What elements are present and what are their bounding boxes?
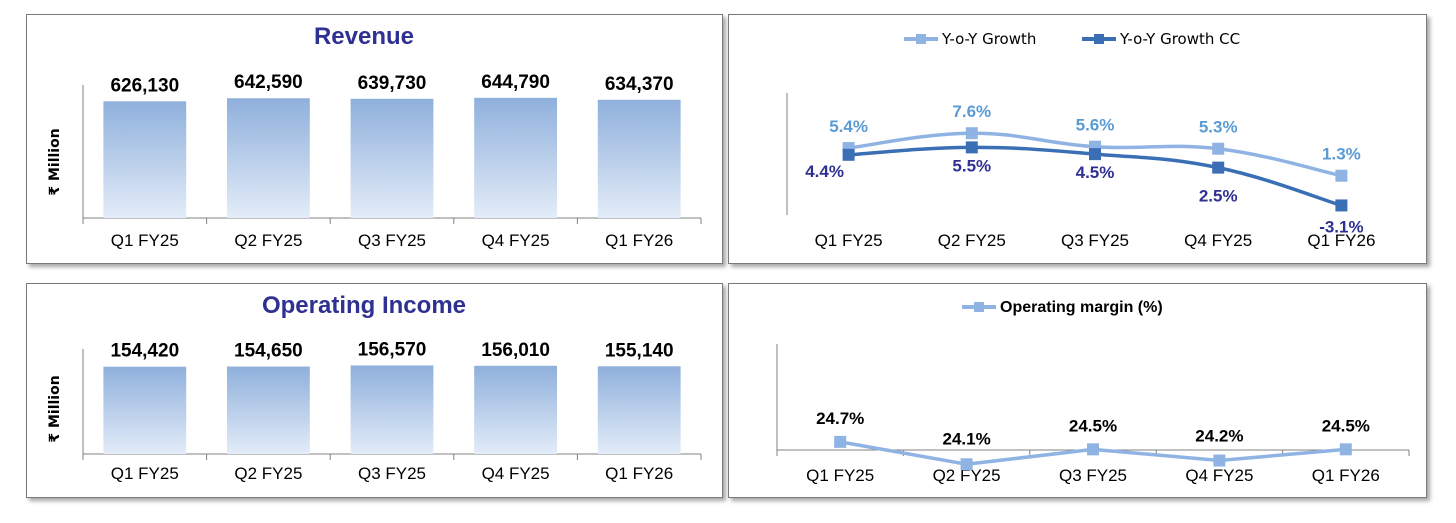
x-tick-label: Q2 FY25 <box>933 466 1001 485</box>
revenue-chart: Revenue ₹ Million 626,130 Q1 FY25 642,590 Q2 … <box>47 23 702 250</box>
bar <box>597 99 681 218</box>
x-tick-label: Q4 FY25 <box>482 464 550 483</box>
legend-label: Y-o-Y Growth CC <box>1119 30 1240 48</box>
data-label: 4.5% <box>1076 163 1115 182</box>
data-point-marker <box>1087 443 1099 456</box>
data-point-marker <box>965 127 978 140</box>
data-point-marker <box>1089 148 1101 161</box>
bar <box>474 97 558 218</box>
operating-margin-chart-panel: Operating margin (%) Q1 FY25 Q2 FY25 Q3 FY2… <box>728 283 1427 498</box>
legend-marker <box>916 34 926 44</box>
chart-title: Revenue <box>314 23 414 50</box>
bar-value-label: 154,420 <box>110 341 179 362</box>
bar-value-label: 644,790 <box>481 72 550 93</box>
x-tick-label: Q4 FY25 <box>482 231 550 250</box>
data-point-marker <box>1335 199 1348 212</box>
x-tick-label: Q3 FY25 <box>358 464 426 483</box>
data-point-marker <box>1335 169 1348 182</box>
revenue-chart-panel: Revenue ₹ Million 626,130 Q1 FY25 642,590 Q2 … <box>26 14 723 264</box>
data-label: 2.5% <box>1199 187 1238 206</box>
x-tick-label: Q2 FY25 <box>938 231 1006 250</box>
y-axis-label: ₹ Million <box>47 128 63 195</box>
data-point-marker <box>1212 161 1225 174</box>
bar-value-label: 155,140 <box>605 340 674 361</box>
data-label: -3.1% <box>1319 217 1363 236</box>
data-label: 5.3% <box>1199 118 1238 137</box>
bar-value-label: 639,730 <box>358 73 427 94</box>
data-label: 5.4% <box>829 117 868 136</box>
x-tick-label: Q3 FY25 <box>1061 231 1129 250</box>
x-tick-label: Q1 FY26 <box>1307 231 1375 250</box>
data-label: 5.6% <box>1076 116 1115 135</box>
data-point-marker <box>842 148 855 161</box>
bar <box>350 98 434 218</box>
legend-label: Operating margin (%) <box>1000 299 1163 316</box>
data-point-marker <box>1213 454 1226 467</box>
x-tick-label: Q4 FY25 <box>1184 231 1252 250</box>
bar-value-label: 642,590 <box>234 72 303 93</box>
data-label: 24.7% <box>816 409 864 428</box>
x-tick-label: Q4 FY25 <box>1185 466 1253 485</box>
data-label: 24.1% <box>942 429 990 448</box>
data-point-marker <box>1339 443 1352 456</box>
x-tick-label: Q1 FY25 <box>111 464 179 483</box>
x-tick-label: Q1 FY26 <box>605 231 673 250</box>
x-tick-label: Q2 FY25 <box>234 464 302 483</box>
operating-margin-chart: Operating margin (%) Q1 FY25 Q2 FY25 Q3 FY2… <box>776 299 1410 485</box>
data-point-marker <box>965 141 978 154</box>
x-tick-label: Q1 FY26 <box>605 464 673 483</box>
bar <box>597 366 681 454</box>
bar-value-label: 156,010 <box>481 340 550 361</box>
bar <box>103 101 187 218</box>
legend-marker <box>1094 34 1104 44</box>
data-label: 24.5% <box>1322 416 1370 435</box>
x-tick-label: Q3 FY25 <box>358 231 426 250</box>
bar <box>226 366 310 454</box>
bar <box>226 98 310 218</box>
data-label: 1.3% <box>1322 145 1361 164</box>
data-label: 5.5% <box>952 156 991 175</box>
bar-value-label: 626,130 <box>110 75 179 96</box>
chart-title: Operating Income <box>262 292 466 319</box>
data-point-marker <box>1212 142 1225 155</box>
bar-value-label: 634,370 <box>605 74 674 95</box>
data-label: 24.5% <box>1069 416 1117 435</box>
data-point-marker <box>834 435 847 448</box>
bar <box>103 366 187 454</box>
data-point-marker <box>960 458 973 471</box>
bar <box>350 365 434 454</box>
operating-income-chart: Operating Income ₹ Million 154,420 Q1 FY25 1… <box>47 292 702 483</box>
legend-label: Y-o-Y Growth <box>941 30 1036 48</box>
x-tick-label: Q1 FY25 <box>111 231 179 250</box>
legend-marker <box>974 302 984 312</box>
bar-value-label: 154,650 <box>234 341 303 362</box>
bar <box>474 365 558 454</box>
x-tick-label: Q1 FY25 <box>815 231 883 250</box>
growth-chart: Y-o-Y Growth Y-o-Y Growth CC Q1 FY25 Q2 FY2… <box>786 30 1375 250</box>
data-label: 7.6% <box>952 102 991 121</box>
x-tick-label: Q1 FY25 <box>806 466 874 485</box>
operating-income-chart-panel: Operating Income ₹ Million 154,420 Q1 FY25 1… <box>26 283 723 498</box>
x-tick-label: Q3 FY25 <box>1059 466 1127 485</box>
y-axis-label: ₹ Million <box>47 375 63 442</box>
data-label: 4.4% <box>805 162 844 181</box>
x-tick-label: Q2 FY25 <box>234 231 302 250</box>
x-tick-label: Q1 FY26 <box>1312 466 1380 485</box>
data-label: 24.2% <box>1195 427 1243 446</box>
growth-chart-panel: Y-o-Y Growth Y-o-Y Growth CC Q1 FY25 Q2 FY2… <box>728 14 1427 264</box>
bar-value-label: 156,570 <box>358 339 427 360</box>
